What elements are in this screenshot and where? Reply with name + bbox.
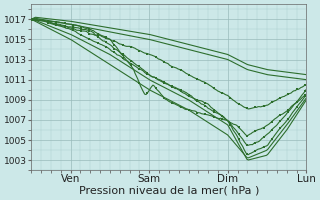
X-axis label: Pression niveau de la mer( hPa ): Pression niveau de la mer( hPa ) (79, 186, 259, 196)
